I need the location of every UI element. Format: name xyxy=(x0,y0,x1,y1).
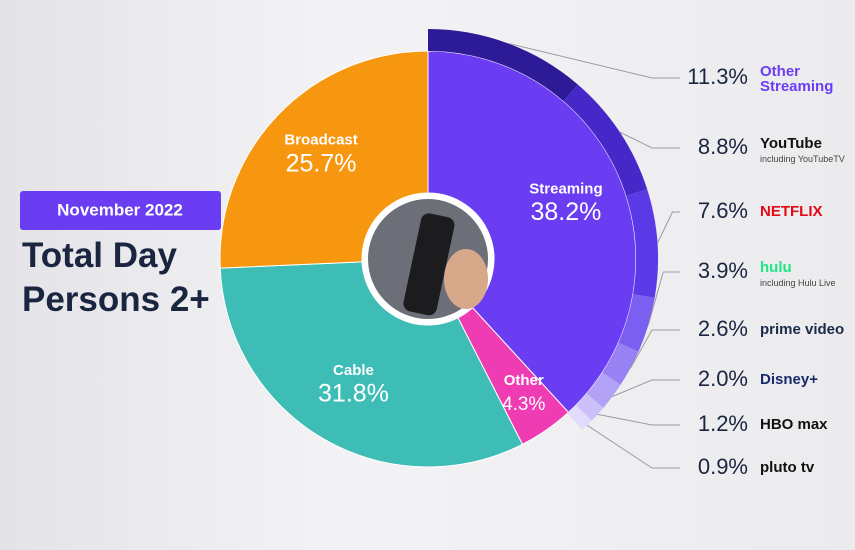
brand-label: NETFLIX xyxy=(760,203,823,220)
breakdown-segment xyxy=(575,393,604,421)
segment-name: Broadcast xyxy=(284,132,357,149)
title-line: Total Day xyxy=(22,236,177,275)
breakdown-value: 2.6% xyxy=(698,316,748,341)
brand-label: prime video xyxy=(760,321,845,338)
breakdown-segment xyxy=(586,372,621,408)
date-label: November 2022 xyxy=(57,200,183,219)
segment-value: 25.7% xyxy=(286,149,357,177)
breakdown-value: 3.9% xyxy=(698,258,748,283)
segment-value: 31.8% xyxy=(318,379,389,407)
remote xyxy=(403,213,455,316)
breakdown-value: 8.8% xyxy=(698,134,748,159)
connector-line xyxy=(586,424,680,469)
segment-name: Streaming xyxy=(529,180,602,197)
breakdown-segment xyxy=(626,189,658,298)
brand-label: Other Streaming xyxy=(760,63,834,95)
breakdown-segment xyxy=(563,84,648,196)
brand-label: pluto tv xyxy=(760,459,815,476)
brand-note: including YouTubeTV xyxy=(760,154,845,164)
brand-label: Disney+ xyxy=(760,371,818,388)
breakdown-value: 2.0% xyxy=(698,366,748,391)
date-badge xyxy=(20,191,221,230)
title-line: Persons 2+ xyxy=(22,280,210,319)
breakdown-segment xyxy=(428,29,578,102)
segment-name: Other xyxy=(504,372,544,389)
brand-label: YouTube xyxy=(760,135,822,152)
connector-line xyxy=(612,379,680,397)
connector-line xyxy=(629,329,680,369)
brand-label: hulu xyxy=(760,259,792,276)
segment-name: Cable xyxy=(333,362,374,379)
breakdown-segment xyxy=(618,294,655,352)
brand-note: including Hulu Live xyxy=(760,278,836,288)
breakdown-value: 11.3% xyxy=(687,64,748,89)
connector-line xyxy=(597,413,680,426)
brand-label: HBO max xyxy=(760,416,828,433)
segment-value: 38.2% xyxy=(531,198,602,226)
breakdown-value: 7.6% xyxy=(698,198,748,223)
breakdown-segment xyxy=(602,342,639,385)
connector-line xyxy=(647,271,680,326)
breakdown-value: 0.9% xyxy=(698,454,748,479)
hand xyxy=(444,249,488,309)
breakdown-value: 1.2% xyxy=(698,411,748,436)
connector-line xyxy=(507,42,680,79)
connector-line xyxy=(657,211,680,244)
connector-line xyxy=(619,131,680,149)
breakdown-segment xyxy=(567,405,592,430)
segment-value: 4.3% xyxy=(502,394,545,415)
